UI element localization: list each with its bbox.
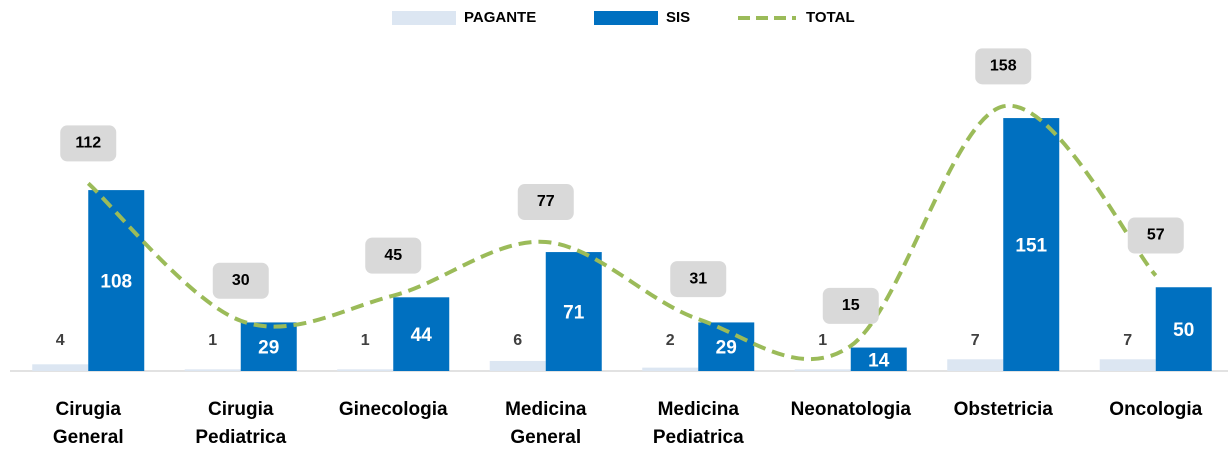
data-label: 31: [689, 270, 707, 287]
data-label: 29: [716, 338, 737, 359]
bar: [32, 364, 89, 371]
legend-label: SIS: [666, 9, 690, 26]
label-box: [60, 125, 117, 162]
bar: [393, 297, 450, 371]
data-label: 1: [818, 332, 827, 349]
data-label: 158: [990, 58, 1017, 75]
label-box: [975, 48, 1032, 85]
data-label: 108: [100, 272, 132, 293]
data-label: 151: [1015, 236, 1047, 257]
data-label: 7: [1123, 332, 1132, 349]
data-label: 44: [411, 325, 433, 346]
x-tick-label: Neonatologia: [791, 399, 912, 420]
x-tick-label: Medicina General: [505, 399, 587, 448]
total-line: [86, 103, 1158, 362]
legend-swatch: [392, 11, 456, 25]
x-tick-label: Oncologia: [1109, 399, 1202, 420]
bar: [184, 369, 241, 371]
bar: [850, 347, 907, 371]
data-label: 4: [56, 332, 65, 349]
label-box: [822, 287, 879, 324]
data-label: 29: [258, 338, 279, 359]
bar: [545, 252, 602, 371]
legend-swatch: [594, 11, 658, 25]
label-box: [1127, 217, 1184, 254]
data-label: 112: [75, 135, 101, 152]
bar: [1099, 359, 1156, 371]
data-label: 45: [384, 247, 402, 264]
x-tick-label: Obstetricia: [954, 399, 1054, 420]
legend-label: PAGANTE: [464, 9, 536, 26]
data-label: 57: [1147, 227, 1165, 244]
bar: [1003, 118, 1060, 371]
bar: [947, 359, 1004, 371]
data-label: 2: [666, 332, 675, 349]
bar: [337, 369, 394, 371]
bar: [88, 190, 145, 371]
data-label: 15: [842, 297, 860, 314]
data-label: 14: [868, 350, 890, 371]
data-label: 7: [971, 332, 980, 349]
x-tick-label: Ginecologia: [339, 399, 448, 420]
bar: [489, 360, 546, 371]
bar: [1155, 287, 1212, 371]
data-label: 50: [1173, 320, 1194, 341]
data-label: 77: [537, 193, 555, 210]
label-box: [365, 237, 422, 274]
legend-label: TOTAL: [806, 9, 855, 26]
data-label: 6: [513, 332, 522, 349]
bar: [794, 369, 851, 371]
label-box: [212, 262, 269, 299]
data-label: 1: [208, 332, 217, 349]
data-label: 1: [361, 332, 370, 349]
data-label: 30: [232, 272, 250, 289]
label-box: [670, 261, 727, 298]
x-tick-label: Cirugia Pediatrica: [195, 399, 286, 448]
data-label: 71: [563, 303, 585, 324]
x-tick-label: Cirugia General: [53, 399, 124, 448]
bar: [642, 367, 699, 371]
x-tick-label: Medicina Pediatrica: [653, 399, 744, 448]
bar: [240, 322, 297, 371]
label-box: [517, 184, 574, 221]
